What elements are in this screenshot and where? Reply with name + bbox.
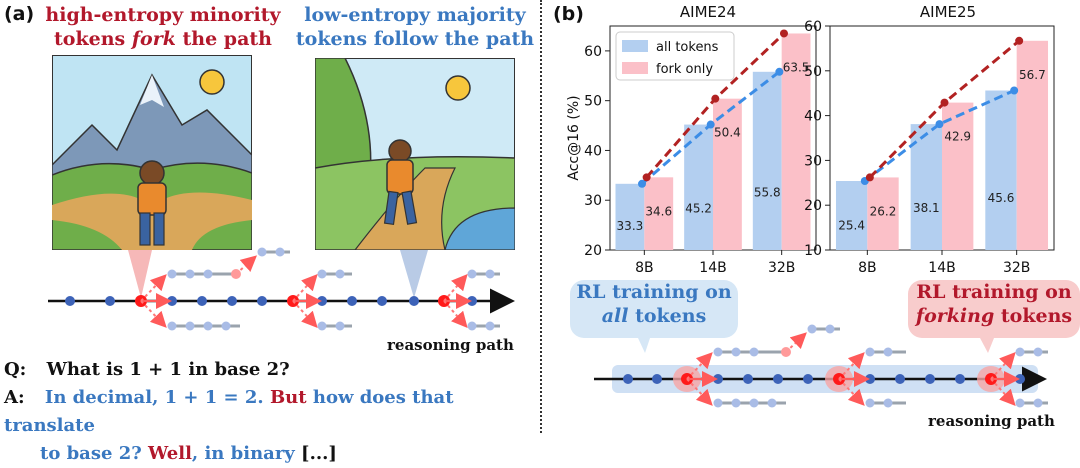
chart1-data-label: 45.2	[685, 201, 712, 215]
chart1-xtick-label: 14B	[699, 260, 726, 276]
chart2-point-fork-only	[865, 173, 874, 182]
chart1-bar-fork-only	[781, 33, 811, 250]
chart1-bar-all-tokens	[684, 124, 713, 250]
chart1-point-all-tokens	[638, 179, 647, 188]
right-heading-line1: low-entropy majority	[304, 4, 526, 26]
chart1-xtick-label: 8B	[635, 260, 654, 276]
legend-swatch-all-tokens	[622, 40, 648, 52]
chart2-ytick-label: 20	[804, 198, 822, 214]
panel-divider	[540, 0, 542, 433]
chart2-point-all-tokens	[1010, 86, 1019, 95]
chart1-title: AIME24	[679, 3, 737, 21]
chart2-line-all-tokens	[863, 89, 1015, 183]
chart2-data-label: 42.9	[944, 130, 971, 144]
chart1-bar-fork-only	[713, 98, 742, 250]
panel-a-label: (a)	[4, 3, 35, 25]
chart2-ytick-label: 30	[804, 153, 822, 169]
chart2-bar-fork-only	[1016, 40, 1049, 251]
chart2-bar-all-tokens	[985, 90, 1017, 251]
legend-label-all-tokens: all tokens	[656, 40, 719, 55]
chart1-ytick-label: 40	[584, 143, 602, 159]
fork-spotlight	[128, 250, 152, 298]
chart2-xtick-label: 32B	[1003, 260, 1030, 276]
chart1-ytick-label: 50	[584, 94, 602, 110]
answer-line2: to base 2? Well, in binary [...]	[40, 443, 337, 464]
chart1-data-label: 50.4	[714, 126, 741, 140]
reasoning-path-diagram-b	[594, 324, 1048, 408]
chart1-xtick-label: 32B	[768, 260, 795, 276]
chart2-title: AIME25	[919, 3, 977, 21]
right-heading: low-entropy majority tokens follow the p…	[290, 3, 540, 51]
chart1-point-fork-only	[642, 173, 651, 182]
chart1-point-all-tokens	[775, 67, 784, 76]
chart2-xtick-label: 14B	[928, 260, 955, 276]
chart1-ytick-label: 20	[584, 243, 602, 259]
follow-path-illustration	[315, 58, 515, 250]
chart2-bar-fork-only	[867, 177, 899, 250]
chart2-xtick-label: 8B	[858, 260, 877, 276]
reasoning-path-label-a: reasoning path	[387, 336, 514, 354]
left-heading-line2: tokens fork the path	[54, 28, 272, 50]
chart1-point-fork-only	[711, 94, 720, 103]
chart2-data-label: 45.6	[988, 191, 1015, 205]
fork-word-well: Well	[148, 443, 192, 464]
box-all-tokens: RL training on all tokens	[570, 280, 738, 338]
fork-path-illustration	[52, 55, 252, 250]
chart2-data-label: 38.1	[913, 201, 940, 215]
chart2-point-fork-only	[940, 98, 949, 107]
chart2-ytick-label: 40	[804, 109, 822, 125]
box-forking-tokens: RL training on forking tokens	[908, 280, 1080, 338]
charts-svg: 20 30 40 50 60 Acc@16 (%) 8B 33.334.6 14B 45.2 50.…	[566, 20, 1055, 276]
chart2-bar-all-tokens	[910, 124, 942, 250]
question-text: What is 1 + 1 in base 2?	[46, 359, 290, 380]
question-line: Q: What is 1 + 1 in base 2?	[4, 356, 534, 384]
chart1-data-label: 63.5	[783, 60, 810, 74]
legend-label-fork-only: fork only	[656, 62, 713, 77]
chart2-data-label: 25.4	[838, 218, 865, 232]
left-heading-line1: high-entropy minority	[45, 4, 281, 26]
chart1-ylabel: Acc@16 (%)	[566, 95, 582, 180]
chart2-point-all-tokens	[935, 120, 944, 129]
chart1-ytick-label: 30	[584, 193, 602, 209]
chart1-bar-fork-only	[644, 177, 674, 250]
qa-block: Q: What is 1 + 1 in base 2? A: In decima…	[4, 356, 534, 468]
panel-b-label: (b)	[553, 3, 584, 25]
chart2-ytick-label: 60	[804, 20, 822, 35]
legend-swatch-fork-only	[622, 62, 648, 74]
reasoning-path-diagram-a	[48, 247, 515, 331]
answer-line1: A: In decimal, 1 + 1 = 2. But how does t…	[4, 387, 454, 436]
chart2-ytick-label: 10	[804, 243, 822, 259]
chart2-point-fork-only	[1015, 36, 1024, 45]
chart1-data-label: 33.3	[617, 219, 644, 233]
q-label: Q:	[4, 359, 27, 380]
fork-word-but: But	[269, 387, 307, 408]
chart1-point-fork-only	[779, 29, 788, 38]
chart2-bar-fork-only	[942, 102, 974, 250]
follow-spotlight	[400, 250, 428, 298]
chart1-bar-all-tokens	[615, 183, 645, 250]
chart2-data-label: 26.2	[870, 204, 897, 218]
chart2-data-label: 56.7	[1019, 68, 1046, 82]
chart1-bar-all-tokens	[752, 71, 782, 250]
reasoning-path-label-b: reasoning path	[928, 412, 1055, 430]
chart1-data-label: 34.6	[645, 204, 672, 218]
right-heading-line2: tokens follow the path	[295, 28, 535, 50]
chart2-bar-all-tokens	[835, 181, 868, 250]
a-label: A:	[4, 387, 25, 408]
chart1-ytick-label: 60	[584, 44, 602, 60]
left-heading: high-entropy minority tokens fork the pa…	[38, 3, 288, 51]
chart1-data-label: 55.8	[754, 186, 781, 200]
chart2-ytick-label: 50	[804, 64, 822, 80]
chart1-point-all-tokens	[706, 120, 715, 129]
